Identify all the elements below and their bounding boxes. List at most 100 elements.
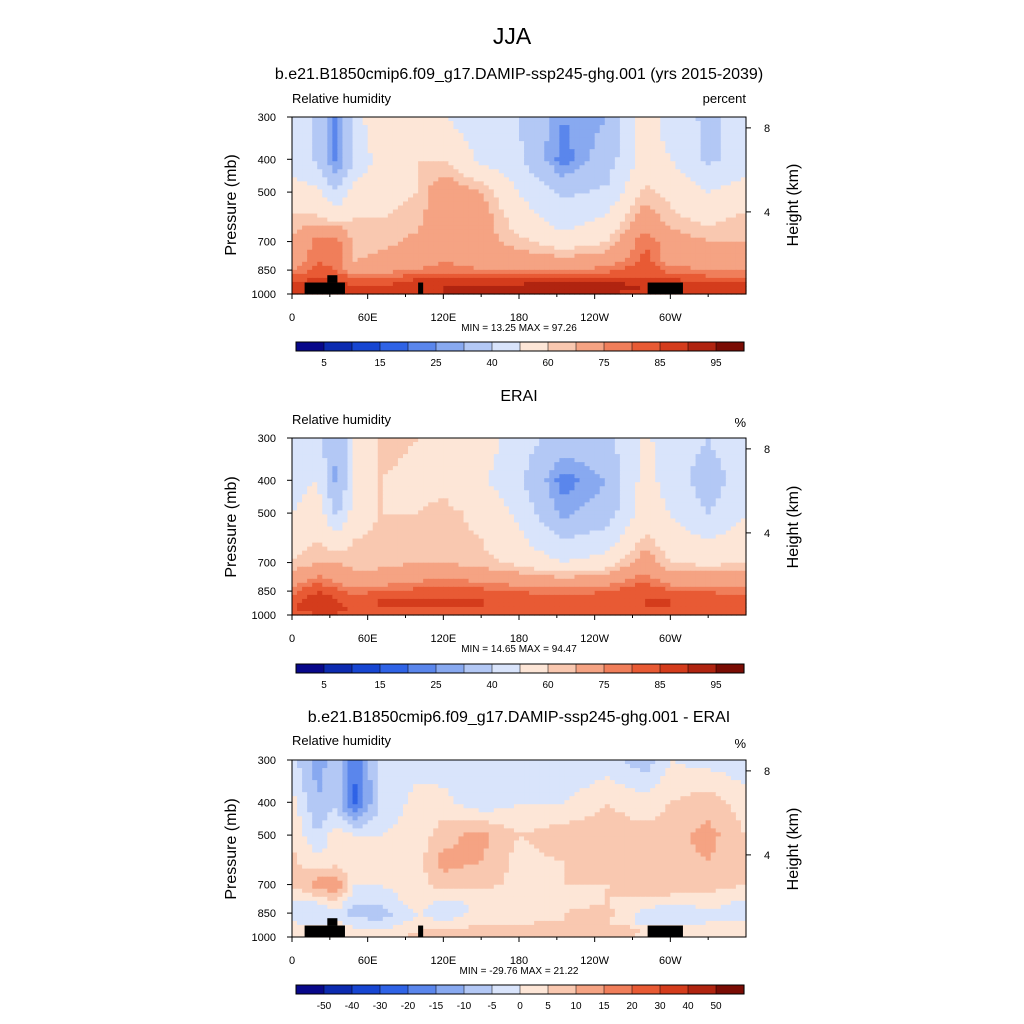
field-cell [629,249,636,255]
field-cell [594,169,601,174]
field-cell [503,249,510,255]
field-cell [397,442,404,447]
field-cell [438,438,444,443]
field-cell [579,221,586,227]
field-cell [357,205,364,211]
field-cell [322,229,328,235]
field-cell [292,470,298,475]
field-cell [740,265,747,271]
field-cell [554,265,560,271]
field-cell [443,129,449,134]
field-cell [458,474,465,479]
field-cell [508,478,515,483]
field-cell [685,273,692,279]
field-cell [720,185,727,191]
field-cell [680,209,687,215]
field-cell [539,165,545,170]
field-cell [710,462,717,467]
field-cell [478,149,485,154]
field-cell [730,257,737,263]
field-cell [377,221,384,227]
field-cell [473,474,480,479]
field-cell [418,442,424,447]
field-cell [458,133,465,138]
field-cell [513,450,520,455]
field-cell [624,458,631,463]
field-cell [690,249,697,255]
field-cell [650,470,656,475]
field-cell [377,233,384,239]
field-cell [428,141,434,146]
field-cell [372,205,379,211]
field-cell [655,133,661,138]
field-cell [710,201,717,207]
field-cell [443,121,449,126]
field-cell [397,193,404,199]
field-cell [604,466,611,471]
field-cell [307,173,313,178]
field-cell [609,269,616,275]
field-cell [650,462,656,467]
field-cell [604,145,611,150]
field-cell [312,446,318,451]
field-cell [493,269,500,275]
field-cell [322,446,328,451]
field-cell [665,233,671,239]
field-cell [468,145,475,150]
field-cell [382,129,389,134]
field-cell [493,249,500,255]
field-cell [357,277,364,283]
field-cell [453,438,460,443]
field-cell [554,478,560,483]
field-cell [579,249,586,255]
field-cell [473,233,480,239]
field-cell [599,189,606,195]
field-cell [700,133,707,138]
field-cell [413,149,419,154]
field-cell [443,281,449,287]
field-cell [372,137,379,142]
field-cell [685,289,692,295]
field-cell [382,141,389,146]
field-cell [544,241,550,247]
field-cell [483,277,490,283]
field-cell [433,201,439,207]
field-cell [337,141,344,146]
field-cell [655,165,661,170]
field-cell [312,173,318,178]
field-cell [529,193,535,199]
panel-1-ylabel-right: Height (km) [785,164,802,247]
field-cell [619,233,626,239]
field-cell [640,173,646,178]
field-cell [554,281,560,287]
field-cell [675,225,682,231]
field-cell [402,137,409,142]
field-cell [498,181,505,186]
field-cell [292,181,298,186]
field-cell [382,241,389,247]
field-cell [402,141,409,146]
field-cell [362,269,369,275]
field-cell [402,225,409,231]
field-cell [650,197,656,203]
field-cell [397,257,404,263]
field-cell [635,289,641,295]
field-cell [715,217,722,223]
field-cell [483,245,490,251]
field-cell [529,233,535,239]
xtick-label: 60W [659,312,682,324]
field-cell [660,438,666,443]
field-cell [357,462,364,467]
field-cell [685,281,692,287]
field-cell [569,177,576,182]
field-cell [614,233,621,239]
field-cell [448,205,455,211]
field-cell [297,197,303,203]
field-cell [297,261,303,267]
field-cell [382,185,389,191]
field-cell [735,145,742,150]
field-cell [357,185,364,191]
field-cell [508,173,515,178]
field-cell [519,117,525,122]
field-cell [433,474,439,479]
